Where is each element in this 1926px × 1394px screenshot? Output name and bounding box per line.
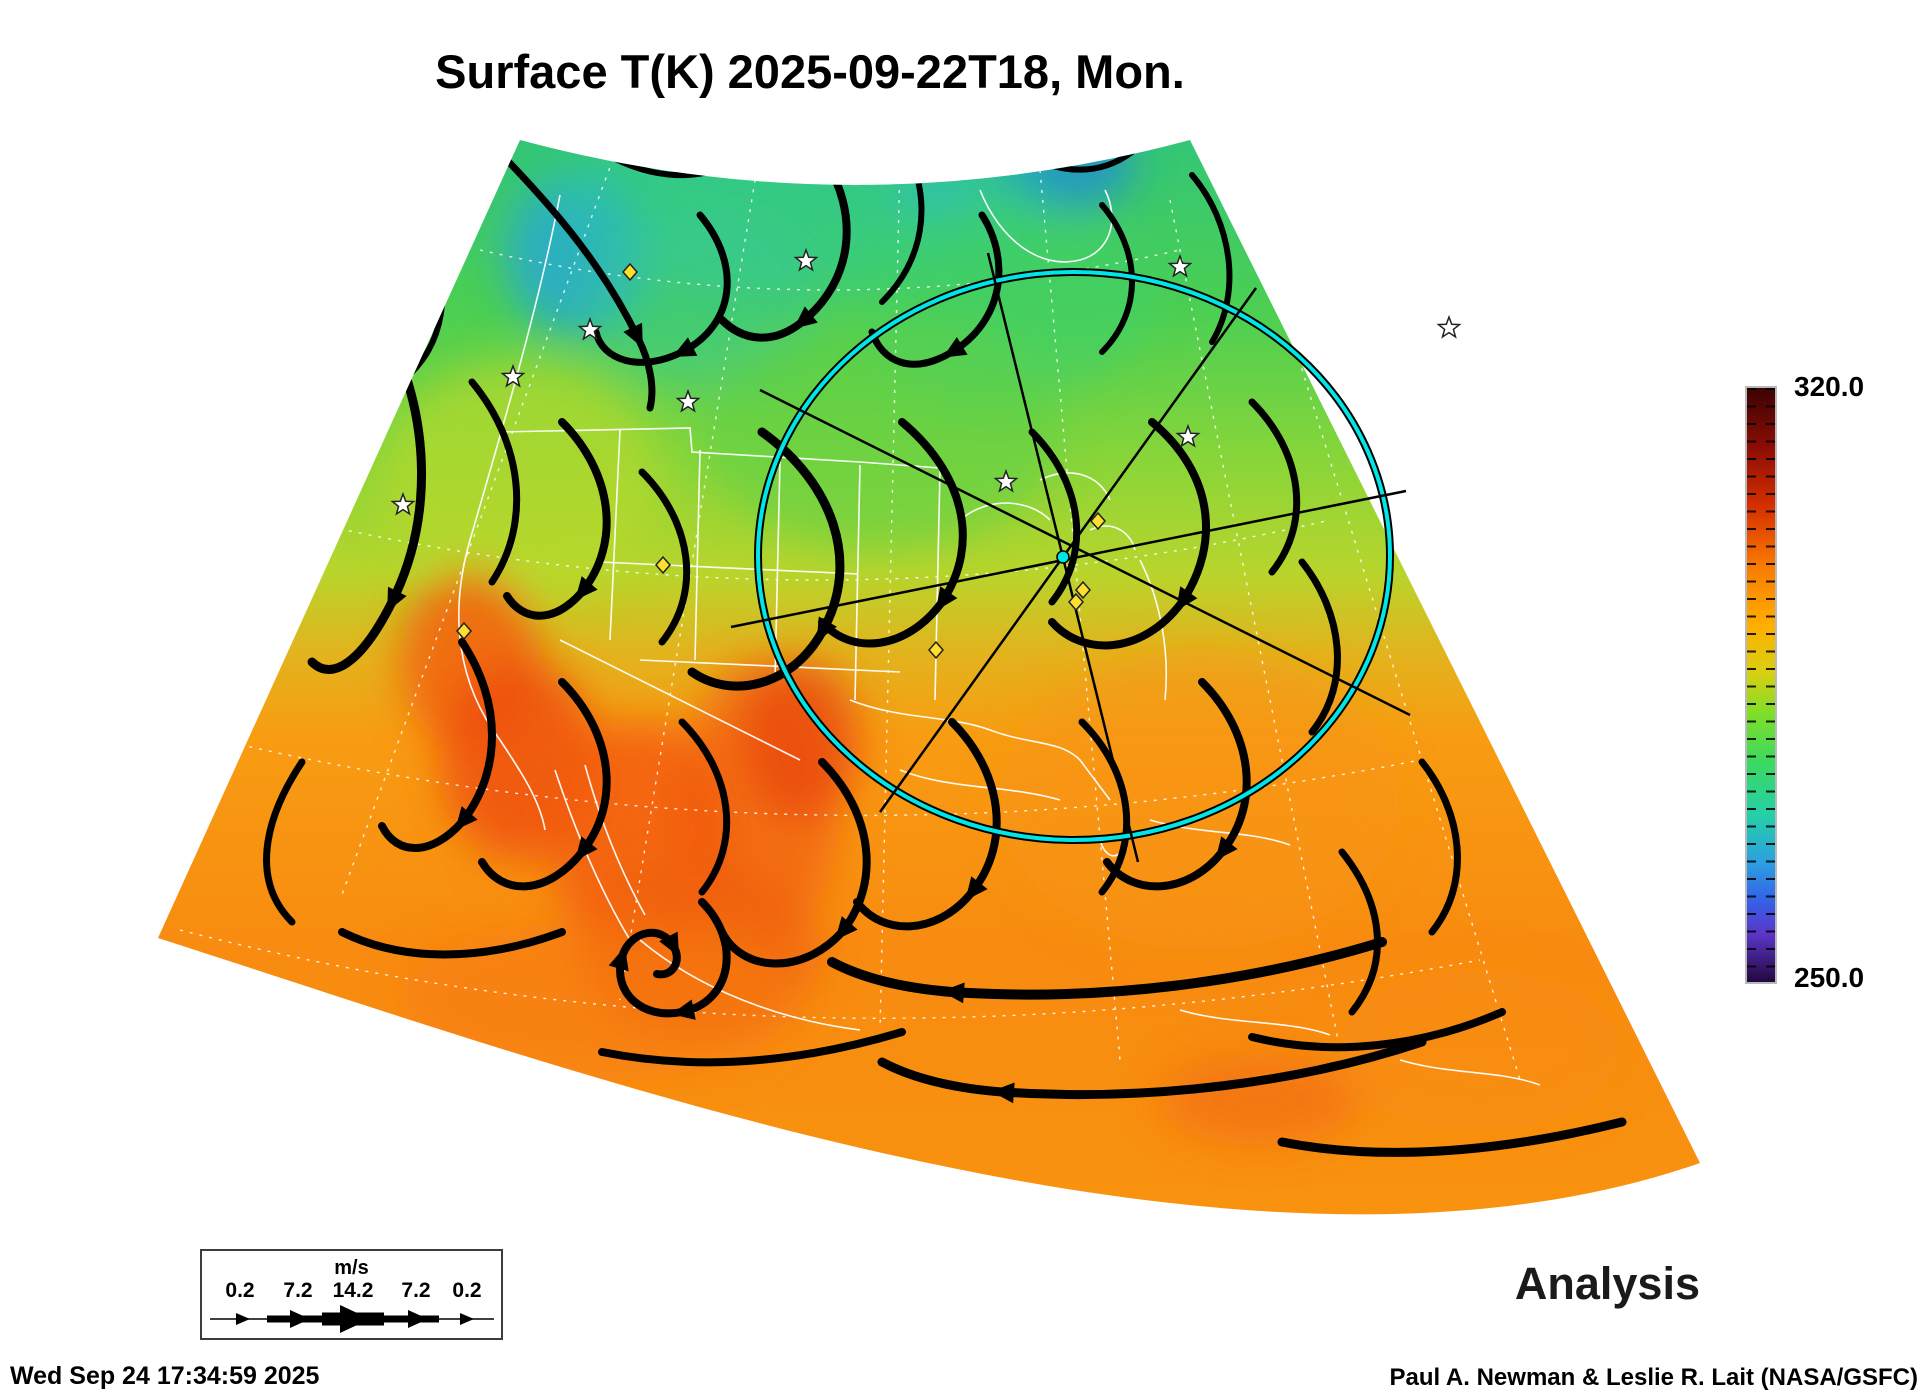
wind-legend-arrow-glyph [210, 1305, 494, 1333]
wind-streamline [501, 154, 656, 412]
colorbar [1745, 386, 1777, 984]
wind-streamline [1298, 558, 1341, 736]
wind-streamline [1418, 758, 1461, 936]
wind-streamline [818, 418, 967, 648]
wind-streamline [1028, 428, 1081, 606]
credit-attribution: Paul A. Newman & Leslie R. Lait (NASA/GS… [1389, 1364, 1918, 1391]
colorbar-ticks-left [1747, 388, 1756, 982]
wind-streamline [598, 1028, 906, 1067]
wind-streamline [1099, 202, 1135, 355]
wind-streamline [877, 1037, 1427, 1104]
wind-streamline [687, 427, 845, 691]
wind-legend-tick: 14.2 [332, 1279, 374, 1302]
colorbar-max-label: 320.0 [1794, 371, 1865, 402]
bearing-line [759, 388, 1411, 717]
analysis-mode-label: Analysis [1514, 1258, 1700, 1309]
wind-speed-legend: m/s 0.2 7.2 14.2 7.2 0.2 [200, 1249, 503, 1340]
wind-streamline [468, 378, 521, 586]
wind-streamline [718, 758, 871, 968]
wind-streamline [307, 327, 426, 674]
colorbar-min-label: 250.0 [1794, 962, 1865, 993]
generation-timestamp: Wed Sep 24 17:34:59 2025 [10, 1362, 320, 1390]
wind-streamline [1189, 172, 1233, 345]
wind-streamline [868, 211, 1003, 368]
wind-legend-tick: 7.2 [401, 1279, 431, 1302]
wind-streamline [718, 151, 851, 342]
station-center-dot [1056, 550, 1070, 564]
wind-streamline [478, 678, 611, 891]
wind-streamline [263, 758, 306, 926]
wind-legend-units: m/s [334, 1257, 369, 1279]
wind-streamlines [263, 140, 1627, 1157]
wind-streamline [1103, 678, 1251, 891]
station-star-marker [1437, 316, 1461, 338]
wind-legend-tick: 7.2 [283, 1279, 313, 1302]
bearing-line [878, 287, 1258, 813]
wind-streamline [678, 718, 731, 896]
wind-streamline [1248, 398, 1301, 576]
wind-streamline [1338, 848, 1381, 1016]
range-circle [756, 270, 1392, 842]
wind-streamline [378, 638, 496, 852]
wind-legend-tick: 0.2 [452, 1279, 482, 1302]
range-circle-overlay [730, 252, 1411, 863]
plot-title: Surface T(K) 2025-09-22T18, Mon. [435, 45, 1185, 98]
colorbar-ticks-right [1766, 388, 1775, 982]
wind-legend-tick: 0.2 [225, 1279, 255, 1302]
wind-streamline [989, 140, 1135, 173]
wind-streamline [503, 418, 611, 620]
wind-streamline [1277, 1117, 1627, 1157]
wind-streamline [853, 718, 1001, 931]
wind-streamline [638, 468, 691, 646]
wind-streamline [338, 928, 566, 959]
wind-streamline [592, 211, 731, 366]
wind-streamline [1248, 1008, 1506, 1052]
wind-streamline [827, 937, 1387, 1004]
wind-streamline [608, 898, 731, 1020]
